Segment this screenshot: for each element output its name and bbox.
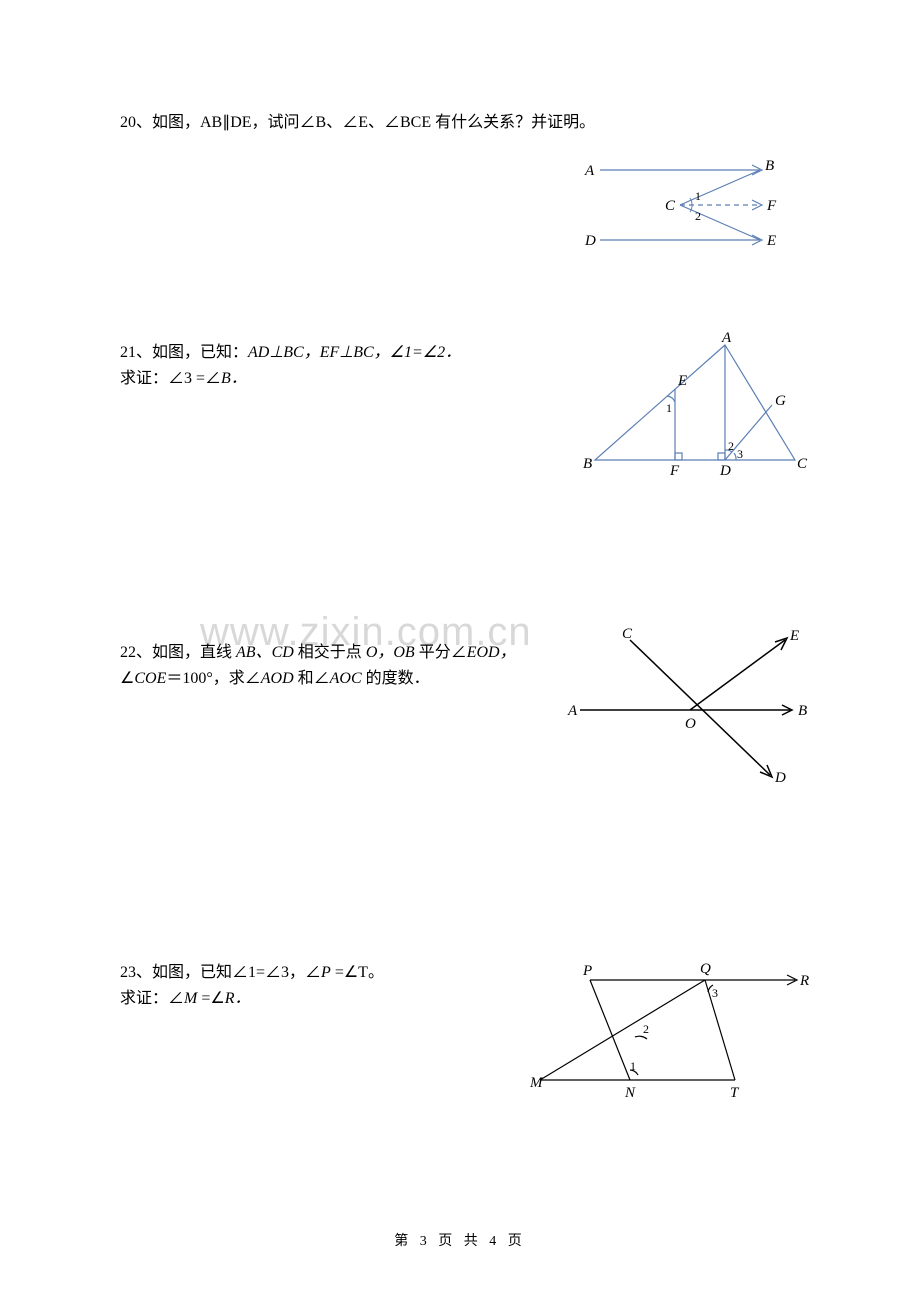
- svg-text:B: B: [583, 456, 592, 472]
- svg-text:A: A: [584, 163, 595, 179]
- svg-text:C: C: [665, 198, 676, 214]
- svg-text:A: A: [721, 330, 732, 346]
- svg-text:B: B: [798, 703, 807, 719]
- figure-20-svg: A B C D E F 1 2: [570, 150, 810, 260]
- problem-23: 23、如图，已知∠1=∠3，∠P =∠T。 求证：∠M =∠R．: [120, 960, 800, 1160]
- svg-text:D: D: [584, 233, 596, 249]
- figure-21-svg: A B C D E F G 1 2 3: [575, 330, 815, 480]
- svg-text:2: 2: [643, 1022, 649, 1036]
- svg-text:3: 3: [712, 986, 718, 1000]
- problem-23-figure: P Q R M N T 1 2 3: [530, 955, 820, 1110]
- svg-text:3: 3: [737, 447, 743, 461]
- problem-21-figure: A B C D E F G 1 2 3: [575, 330, 815, 485]
- svg-text:D: D: [719, 463, 731, 479]
- svg-text:C: C: [797, 456, 808, 472]
- svg-text:E: E: [677, 373, 687, 389]
- page-footer: 第 3 页 共 4 页: [0, 1230, 920, 1250]
- problem-20-text: 20、如图，AB∥DE，试问∠B、∠E、∠BCE 有什么关系？并证明。: [120, 110, 800, 136]
- svg-text:2: 2: [728, 439, 734, 453]
- svg-text:Q: Q: [700, 961, 711, 977]
- svg-text:P: P: [582, 963, 592, 979]
- svg-text:D: D: [774, 770, 786, 786]
- svg-text:F: F: [766, 198, 777, 214]
- problem-21: 21、如图，已知：AD⊥BC，EF⊥BC，∠1=∠2． 求证：∠3 =∠B．: [120, 340, 800, 590]
- svg-text:B: B: [765, 158, 774, 174]
- svg-text:C: C: [622, 626, 633, 642]
- svg-text:M: M: [530, 1075, 544, 1091]
- svg-text:T: T: [730, 1085, 740, 1101]
- svg-text:1: 1: [695, 189, 701, 203]
- svg-text:F: F: [669, 463, 680, 479]
- problem-22: 22、如图，直线 AB、CD 相交于点 O，OB 平分∠EOD， ∠COE＝10…: [120, 640, 800, 910]
- svg-text:2: 2: [695, 209, 701, 223]
- svg-text:O: O: [685, 716, 696, 732]
- svg-text:1: 1: [630, 1059, 636, 1073]
- svg-text:N: N: [624, 1085, 636, 1101]
- problem-20-figure: A B C D E F 1 2: [570, 150, 810, 265]
- svg-text:G: G: [775, 393, 786, 409]
- problem-20: 20、如图，AB∥DE，试问∠B、∠E、∠BCE 有什么关系？并证明。: [120, 110, 800, 290]
- figure-22-svg: C E A B O D: [560, 620, 820, 790]
- svg-text:1: 1: [666, 401, 672, 415]
- problem-22-figure: C E A B O D: [560, 620, 820, 795]
- svg-text:A: A: [567, 703, 578, 719]
- svg-text:E: E: [766, 233, 776, 249]
- svg-text:E: E: [789, 628, 799, 644]
- svg-text:R: R: [799, 973, 809, 989]
- figure-23-svg: P Q R M N T 1 2 3: [530, 955, 820, 1105]
